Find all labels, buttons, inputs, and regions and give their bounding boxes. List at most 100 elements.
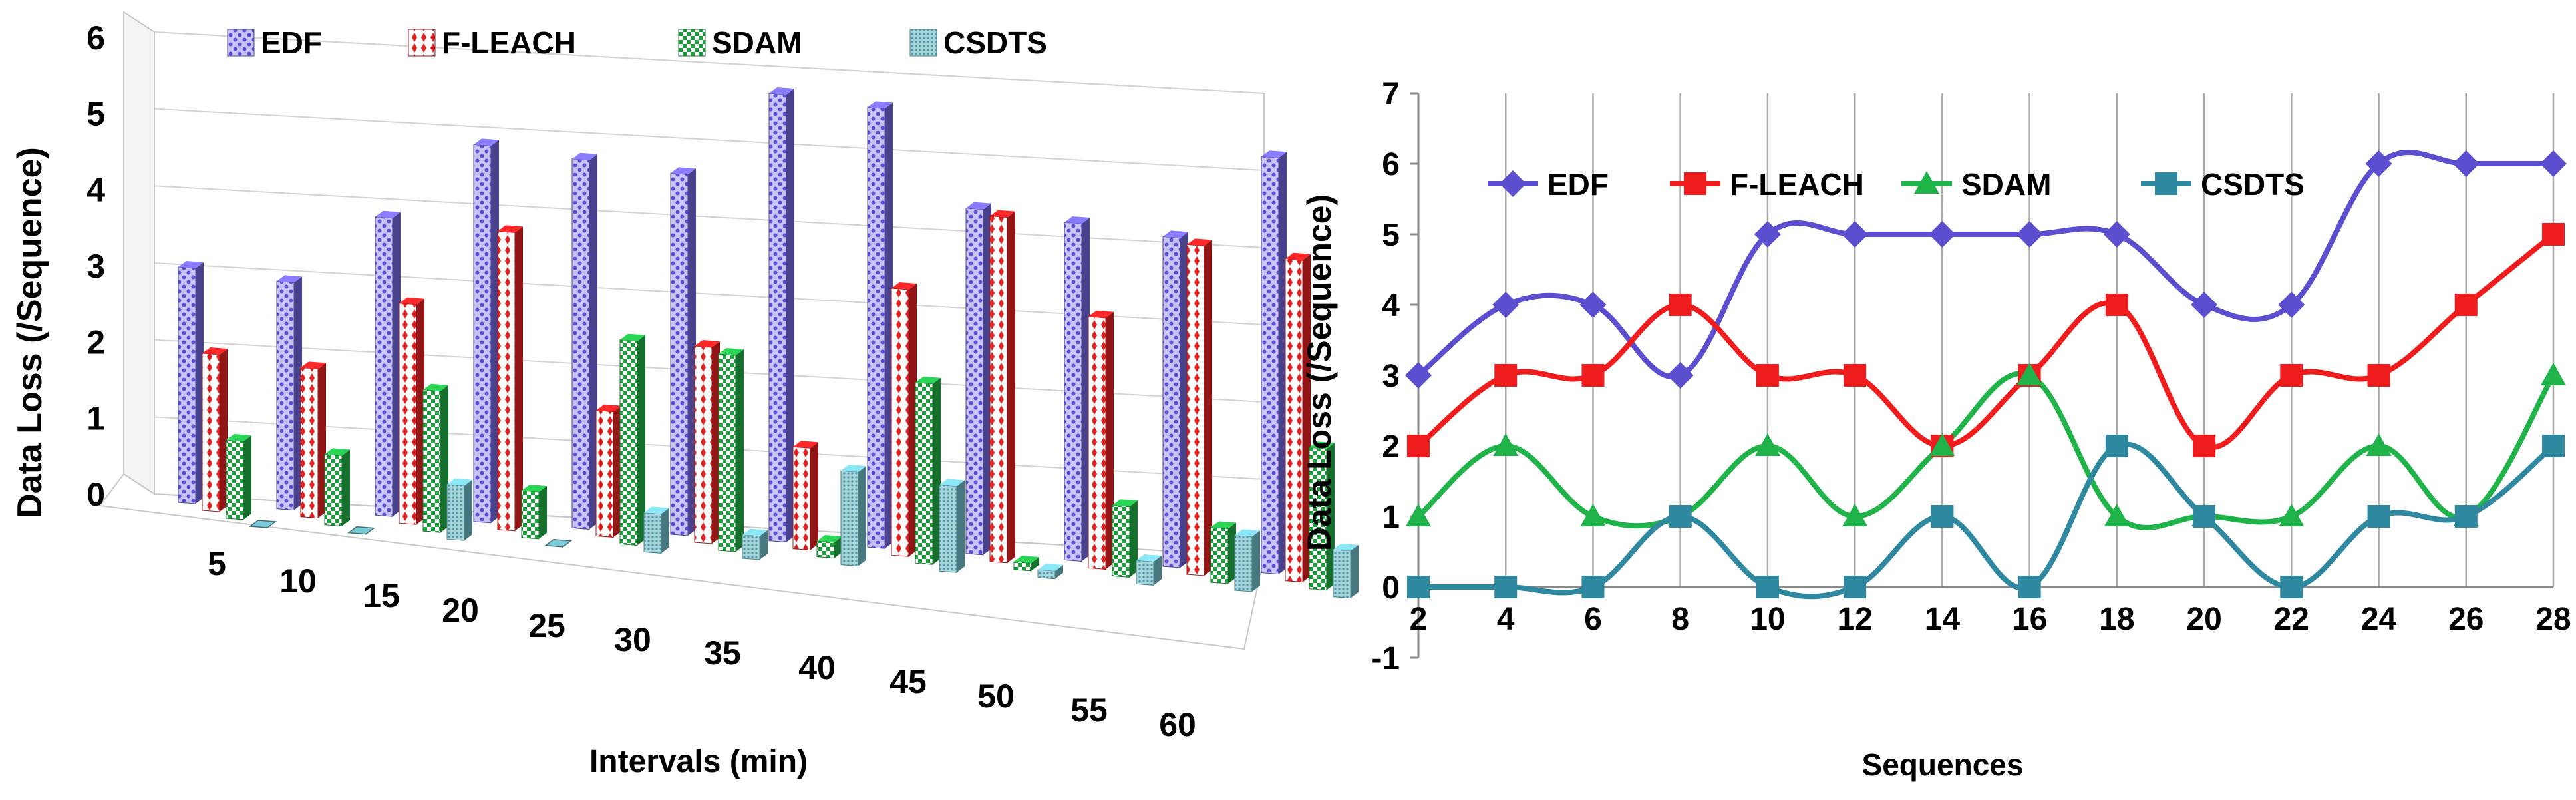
point-edf-10 bbox=[1754, 221, 1781, 248]
point-sdam-4 bbox=[1493, 433, 1519, 456]
y-tick-label: 2 bbox=[86, 323, 105, 361]
bar-sdam-40 bbox=[915, 376, 941, 565]
bar-f-leach-15 bbox=[399, 297, 424, 525]
point-csdts-28 bbox=[2542, 435, 2565, 457]
bar-side bbox=[858, 466, 866, 566]
right-chart-series-lines bbox=[1416, 150, 2556, 600]
bar-side bbox=[243, 435, 251, 520]
point-f-leach-6 bbox=[1581, 364, 1605, 387]
bar-top bbox=[1064, 216, 1090, 224]
sidewall bbox=[123, 11, 155, 495]
bar-f-leach-25 bbox=[595, 404, 621, 538]
bar-csdts-20-flat bbox=[544, 539, 573, 548]
x-tick-label: 8 bbox=[1671, 602, 1689, 637]
legend-label: CSDTS bbox=[2201, 167, 2305, 202]
bar-csdts-10 bbox=[347, 526, 376, 535]
bar-top bbox=[1038, 564, 1063, 571]
bar-front bbox=[473, 144, 492, 524]
x-tick-label: 2 bbox=[1410, 602, 1428, 637]
legend-swatch bbox=[227, 29, 255, 57]
bar-f-leach-55 bbox=[1186, 238, 1212, 576]
bar-top bbox=[1163, 230, 1188, 238]
x-tick-label: 50 bbox=[977, 678, 1015, 715]
backwall-gridline bbox=[154, 108, 1265, 171]
legend-item-csdts: CSDTS bbox=[909, 25, 1047, 60]
legend-item-edf: EDF bbox=[227, 25, 322, 60]
bar-side bbox=[810, 442, 818, 550]
bar-side bbox=[589, 154, 597, 530]
y-tick-label: 5 bbox=[86, 95, 105, 132]
x-tick-label: 26 bbox=[2448, 602, 2484, 637]
point-sdam-28 bbox=[2541, 363, 2566, 385]
bar-top bbox=[817, 535, 842, 542]
bar-side bbox=[933, 377, 941, 565]
bar-edf-40 bbox=[867, 101, 893, 549]
bar-side bbox=[909, 284, 917, 557]
bar-front bbox=[1186, 244, 1205, 576]
bar-csdts-45 bbox=[1037, 564, 1063, 580]
point-csdts-24 bbox=[2367, 505, 2390, 528]
bar-edf-60 bbox=[1261, 150, 1287, 575]
bar-sdam-25 bbox=[619, 333, 645, 546]
bar-top bbox=[474, 138, 499, 146]
bar-side bbox=[688, 168, 696, 536]
y-tick-label: 2 bbox=[1382, 429, 1400, 465]
bar-csdts-20 bbox=[544, 539, 573, 548]
bar-csdts-30 bbox=[742, 528, 768, 560]
point-edf-12 bbox=[1842, 221, 1869, 248]
bar-top bbox=[1261, 150, 1287, 158]
legend-marker bbox=[1914, 171, 1939, 194]
point-edf-6 bbox=[1579, 292, 1607, 318]
bar-side bbox=[342, 449, 350, 526]
x-tick-label: 25 bbox=[528, 607, 565, 644]
legend-label: EDF bbox=[1547, 167, 1609, 202]
bar-side bbox=[1180, 232, 1188, 568]
point-edf-14 bbox=[1929, 221, 1956, 248]
bar-front bbox=[1013, 561, 1032, 572]
left-chart-x-axis-title: Intervals (min) bbox=[589, 744, 808, 779]
bar-side bbox=[1007, 211, 1015, 563]
bar-edf-50 bbox=[1064, 216, 1090, 562]
bar-top bbox=[1136, 554, 1162, 562]
bar-side bbox=[1106, 311, 1114, 570]
y-tick-label: 0 bbox=[86, 476, 105, 513]
bar-front bbox=[742, 534, 760, 560]
x-tick-label: 20 bbox=[442, 592, 479, 629]
bar-side bbox=[196, 262, 204, 504]
bar-side bbox=[736, 349, 744, 552]
point-sdam-16 bbox=[2016, 363, 2042, 385]
y-tick-label: -1 bbox=[1371, 641, 1400, 676]
bar-top bbox=[572, 152, 597, 160]
bar-front bbox=[694, 345, 713, 544]
point-f-leach-20 bbox=[2193, 435, 2216, 457]
bar-side bbox=[1351, 544, 1359, 598]
bar-front bbox=[840, 470, 859, 567]
bar-edf-55 bbox=[1162, 230, 1188, 568]
bar-top bbox=[447, 478, 472, 486]
y-tick-label: 7 bbox=[1382, 77, 1400, 112]
bar-top bbox=[990, 210, 1015, 218]
bar-top bbox=[1309, 441, 1335, 449]
series-line-csdts bbox=[1418, 441, 2555, 600]
bar-csdts-10-flat bbox=[347, 526, 376, 535]
bar-side bbox=[464, 479, 472, 541]
bar-front bbox=[915, 382, 933, 565]
bar-sdam-15 bbox=[422, 383, 448, 533]
bar-side bbox=[834, 536, 842, 558]
x-tick-label: 6 bbox=[1584, 602, 1602, 637]
point-sdam-6 bbox=[1580, 504, 1606, 526]
bar-front bbox=[792, 446, 811, 551]
x-tick-label: 16 bbox=[2012, 602, 2047, 637]
legend-marker bbox=[2155, 172, 2177, 195]
bar-front bbox=[399, 303, 417, 525]
point-edf-18 bbox=[2103, 221, 2130, 248]
bar-top bbox=[1211, 521, 1236, 529]
point-edf-24 bbox=[2365, 150, 2392, 177]
legend-swatch bbox=[408, 29, 436, 57]
bar-front bbox=[446, 484, 465, 541]
point-csdts-14 bbox=[1931, 505, 1954, 528]
point-f-leach-4 bbox=[1494, 364, 1518, 387]
bar-front bbox=[375, 216, 393, 517]
bar-top bbox=[671, 167, 696, 175]
series-line-f-leach bbox=[1416, 232, 2555, 451]
